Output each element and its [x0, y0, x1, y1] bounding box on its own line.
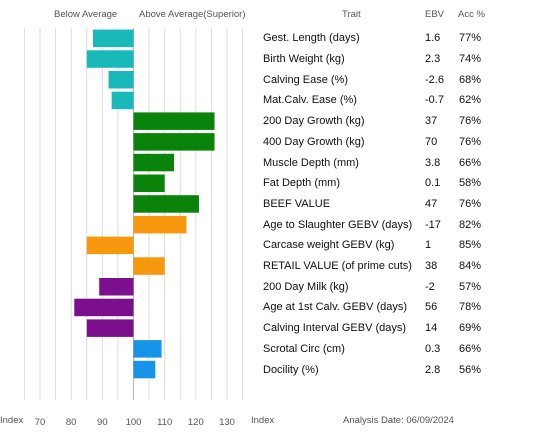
ebv-value: 2.8 [425, 363, 441, 376]
analysis-date: Analysis Date: 06/09/2024 [343, 415, 454, 426]
acc-value: 57% [459, 280, 482, 293]
bar-0 [92, 29, 134, 48]
acc-value: 84% [459, 260, 482, 273]
trait-label: Calving Ease (%) [263, 73, 348, 86]
ebv-value: -2.6 [425, 73, 444, 86]
trait-label: Calving Interval GEBV (days) [263, 322, 407, 335]
trait-label: Muscle Depth (mm) [263, 156, 359, 169]
ebv-value: 3.8 [425, 156, 441, 169]
bar-1 [86, 50, 134, 68]
bar-11 [133, 257, 165, 275]
ebv-value: 56 [425, 301, 438, 314]
trait-label: Scrotal Circ (cm) [263, 342, 345, 355]
bar-8 [133, 195, 199, 213]
bar-12 [99, 278, 134, 296]
acc-value: 76% [459, 135, 482, 148]
trait-header: Trait [342, 9, 361, 20]
trait-label: Age to Slaughter GEBV (days) [263, 218, 413, 231]
ebv-value: 37 [425, 115, 438, 128]
trait-label: 200 Day Milk (kg) [263, 280, 349, 293]
acc-value: 76% [459, 115, 482, 128]
trait-label: 200 Day Growth (kg) [263, 115, 365, 128]
acc-value: 76% [459, 197, 482, 210]
trait-label: Fat Depth (mm) [263, 177, 341, 190]
acc-header: Acc % [458, 9, 485, 20]
bar-3 [111, 91, 134, 110]
x-tick-label: 120 [188, 417, 204, 428]
acc-value: 56% [459, 363, 482, 376]
x-tick-label: 80 [66, 417, 77, 428]
acc-value: 85% [459, 239, 482, 252]
acc-value: 66% [459, 342, 482, 355]
x-tick-label: 100 [126, 417, 142, 428]
bar-13 [74, 298, 134, 317]
bar-5 [133, 133, 215, 151]
trait-label: Age at 1st Calv. GEBV (days) [263, 301, 408, 314]
ebv-value: 0.3 [425, 342, 441, 355]
bar-16 [133, 360, 156, 379]
bar-2 [108, 71, 134, 89]
trait-label: Carcase weight GEBV (kg) [263, 239, 395, 252]
acc-value: 77% [459, 32, 482, 45]
ebv-value: -0.7 [425, 94, 444, 107]
index-axis-label-right: Index [251, 415, 275, 426]
acc-value: 66% [459, 156, 482, 169]
x-tick-label: 110 [157, 417, 172, 428]
bar-7 [133, 174, 165, 192]
below-average-header: Below Average [54, 9, 118, 20]
bar-9 [133, 215, 187, 234]
index-axis-label-left: Index [0, 415, 24, 426]
ebv-value: 70 [425, 135, 438, 148]
ebv-value: 14 [425, 322, 438, 335]
bar-15 [133, 340, 162, 358]
ebv-value: 38 [425, 260, 438, 273]
trait-label: Docility (%) [263, 363, 319, 376]
trait-label: Mat.Calv. Ease (%) [263, 94, 357, 107]
bar-6 [133, 153, 175, 172]
trait-label: Birth Weight (kg) [263, 53, 345, 66]
above-average-header: Above Average(Superior) [139, 9, 246, 20]
bar-14 [86, 319, 134, 337]
ebv-value: 1.6 [425, 32, 441, 45]
acc-value: 58% [459, 177, 482, 190]
ebv-header: EBV [425, 9, 445, 20]
ebv-value: 0.1 [425, 177, 441, 190]
ebv-value: -17 [425, 218, 441, 231]
acc-value: 68% [459, 73, 482, 86]
x-tick-label: 130 [219, 417, 235, 428]
acc-value: 78% [459, 301, 482, 314]
acc-value: 74% [459, 53, 482, 66]
acc-value: 69% [459, 322, 482, 335]
bar-10 [86, 236, 134, 255]
ebv-value: 1 [425, 239, 432, 252]
acc-value: 62% [459, 94, 482, 107]
x-tick-label: 70 [35, 417, 46, 428]
bar-4 [133, 112, 215, 130]
x-tick-label: 90 [97, 417, 108, 428]
trait-label: BEEF VALUE [263, 197, 331, 210]
trait-label: 400 Day Growth (kg) [263, 135, 365, 148]
ebv-value: 47 [425, 197, 438, 210]
trait-label: Gest. Length (days) [263, 32, 360, 45]
ebv-value: -2 [425, 280, 435, 293]
trait-label: RETAIL VALUE (of prime cuts) [263, 260, 412, 273]
ebv-value: 2.3 [425, 53, 441, 66]
acc-value: 82% [459, 218, 482, 231]
